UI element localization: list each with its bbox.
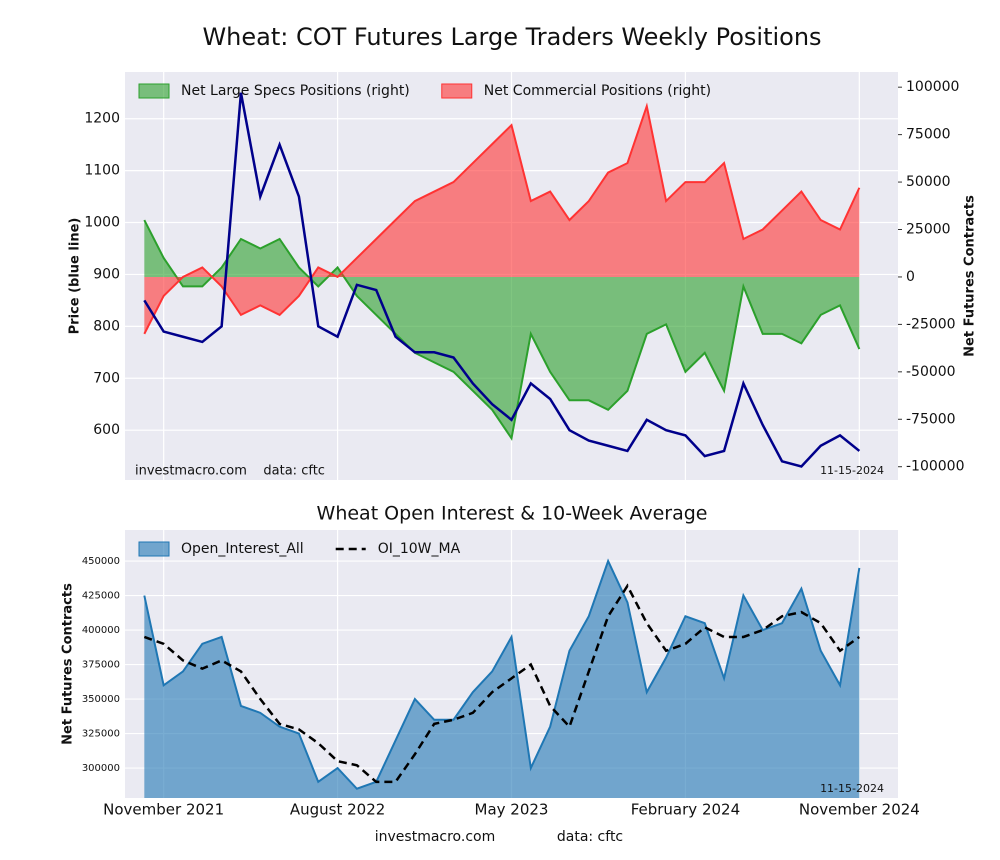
y-tick-label: 900 — [93, 266, 120, 282]
y-tick-label: 700 — [93, 370, 120, 386]
legend-label: Open_Interest_All — [181, 541, 304, 557]
area-edge — [143, 219, 861, 441]
area-fill — [144, 220, 860, 439]
y-tick-label: 1100 — [84, 163, 120, 179]
legend-label: Net Large Specs Positions (right) — [181, 83, 410, 99]
area-edge — [143, 558, 861, 790]
chart-title: Wheat: COT Futures Large Traders Weekly … — [202, 23, 821, 51]
y-tick-label: 450000 — [82, 556, 120, 567]
y2-tick-label: 25000 — [906, 222, 951, 238]
x-tick-label: August 2022 — [290, 801, 385, 819]
y2-tick-label: -25000 — [906, 316, 956, 332]
area-fill — [144, 561, 860, 798]
series-line — [143, 583, 861, 784]
y-tick-label: 1000 — [84, 215, 120, 231]
y-tick-label: 400000 — [82, 625, 120, 636]
y2-tick-label: -50000 — [906, 364, 956, 380]
x-tick-label: February 2024 — [631, 801, 740, 819]
legend-label: OI_10W_MA — [378, 541, 461, 557]
y-tick-label: 325000 — [82, 729, 120, 740]
y-tick-label: 350000 — [82, 694, 120, 705]
legend-swatch — [138, 83, 170, 99]
y2-tick-label: 0 — [906, 269, 915, 285]
legend-swatch — [441, 83, 473, 99]
annotation: 11-15-2024 — [820, 782, 884, 795]
area-edge — [143, 102, 861, 335]
series-line — [143, 92, 861, 468]
x-tick-label: May 2023 — [475, 801, 549, 819]
y-tick-label: 800 — [93, 318, 120, 334]
x-tick-label: November 2021 — [103, 801, 224, 819]
area-fill — [144, 106, 860, 334]
legend-label: Net Commercial Positions (right) — [484, 83, 711, 99]
y-axis-label: Net Futures Contracts — [61, 583, 76, 745]
y-tick-label: 600 — [93, 422, 120, 438]
legend-swatch — [138, 541, 170, 557]
x-tick-label: November 2024 — [799, 801, 920, 819]
y2-tick-label: -100000 — [906, 459, 965, 475]
y2-tick-label: -75000 — [906, 411, 956, 427]
annotation: 11-15-2024 — [820, 464, 884, 477]
y2-axis-label: Net Futures Contracts — [963, 195, 978, 357]
y2-tick-label: 75000 — [906, 127, 951, 143]
annotation: investmacro.com data: cftc — [135, 464, 325, 479]
chart-title: Wheat Open Interest & 10-Week Average — [317, 503, 708, 525]
y-tick-label: 375000 — [82, 660, 120, 671]
y-tick-label: 425000 — [82, 591, 120, 602]
y2-tick-label: 100000 — [906, 79, 959, 95]
footer-site: investmacro.com — [375, 829, 495, 845]
y2-tick-label: 50000 — [906, 174, 951, 190]
y-tick-label: 1200 — [84, 111, 120, 127]
y-tick-label: 300000 — [82, 763, 120, 774]
y-axis-label: Price (blue line) — [68, 218, 83, 335]
footer-source: data: cftc — [557, 829, 623, 845]
